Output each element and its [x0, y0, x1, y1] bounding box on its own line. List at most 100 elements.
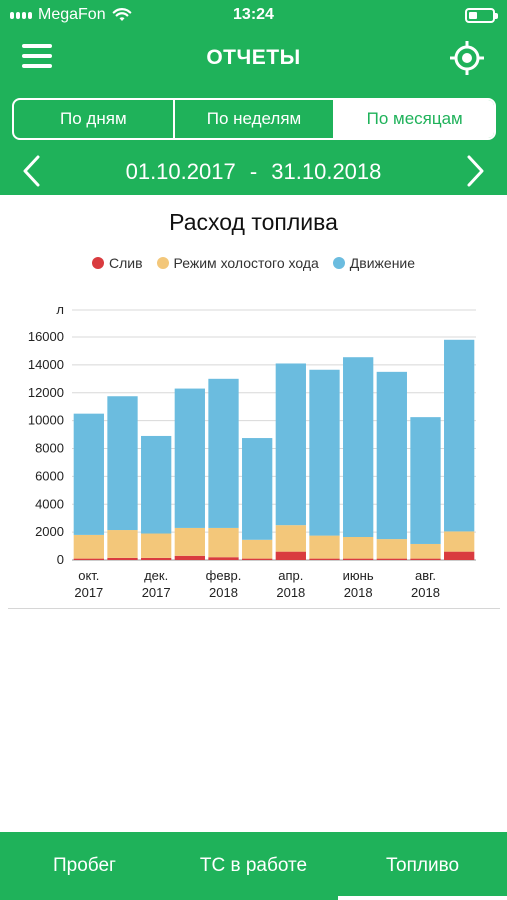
- y-tick-label: 10000: [28, 413, 64, 428]
- bar-segment-drain: [141, 557, 172, 560]
- date-navigator: 01.10.2017 - 31.10.2018: [0, 148, 507, 194]
- chevron-left-icon[interactable]: [18, 154, 46, 188]
- divider: [8, 608, 500, 609]
- bar-segment-drain: [242, 558, 273, 560]
- tab-days[interactable]: По дням: [14, 100, 175, 138]
- bar-segment-drain: [309, 558, 340, 560]
- legend-label-motion: Движение: [349, 255, 416, 271]
- bar-segment-drain: [275, 551, 306, 560]
- y-tick-label: 14000: [28, 357, 64, 372]
- header-panel: MegaFon 13:24 ОТЧЕТЫ По дням По неделя: [0, 0, 507, 195]
- status-bar: MegaFon 13:24: [0, 0, 507, 32]
- bar-segment-idle: [444, 531, 475, 552]
- bar-segment-motion: [376, 371, 407, 540]
- chart-legend: Слив Режим холостого хода Движение: [0, 255, 507, 271]
- y-axis-unit-label: л: [56, 302, 64, 317]
- locate-icon[interactable]: [449, 40, 485, 76]
- bar-segment-idle: [343, 537, 374, 559]
- chevron-right-icon[interactable]: [461, 154, 489, 188]
- status-left: MegaFon: [10, 6, 132, 24]
- x-tick-label-year: 2018: [411, 585, 440, 600]
- x-tick-label-year: 2018: [344, 585, 373, 600]
- date-range[interactable]: 01.10.2017 - 31.10.2018: [0, 159, 507, 185]
- bar-segment-drain: [376, 558, 407, 560]
- bar-segment-motion: [208, 378, 239, 528]
- bottom-tab-bar: Пробег ТС в работе Топливо: [0, 832, 507, 900]
- bar-segment-motion: [309, 369, 340, 536]
- bar-segment-drain: [343, 558, 374, 560]
- tab-weeks[interactable]: По неделям: [175, 100, 336, 138]
- bar-segment-motion: [444, 339, 475, 532]
- date-end: 31.10.2018: [271, 159, 382, 184]
- menu-icon[interactable]: [22, 44, 52, 70]
- chart-plot: л 0 2000 4000 6000 8000 10000 12000 14000 16000 ок…: [28, 302, 476, 600]
- bar-segment-motion: [343, 357, 374, 538]
- bar-segment-idle: [141, 533, 172, 558]
- x-tick-label: февр.: [206, 568, 242, 583]
- x-tick-label: июнь: [343, 568, 374, 583]
- signal-icon: [10, 11, 32, 19]
- x-tick-label: авг.: [415, 568, 436, 583]
- y-tick-label: 12000: [28, 385, 64, 400]
- legend-dot-motion: [332, 257, 345, 269]
- y-tick-label: 6000: [35, 468, 64, 483]
- legend-item-drain: Слив: [91, 255, 143, 271]
- y-tick-label: 2000: [35, 524, 64, 539]
- bar-segment-drain: [444, 551, 475, 560]
- bar-segment-motion: [174, 388, 205, 528]
- y-tick-label: 4000: [35, 496, 64, 511]
- tab-mileage[interactable]: Пробег: [53, 855, 116, 876]
- bar-segment-idle: [275, 525, 306, 552]
- x-tick-label: апр.: [278, 568, 303, 583]
- bar-segment-drain: [208, 557, 239, 560]
- bar-segment-motion: [275, 363, 306, 526]
- x-tick-label-year: 2017: [74, 585, 103, 600]
- bar-segment-idle: [107, 530, 138, 558]
- bar-segment-drain: [107, 557, 138, 560]
- wifi-icon: [112, 8, 131, 21]
- x-tick-label-year: 2018: [209, 585, 238, 600]
- bar-segment-idle: [410, 543, 441, 559]
- carrier-name: MegaFon: [38, 6, 106, 23]
- bar-segment-motion: [73, 413, 104, 535]
- tab-vehicles-working[interactable]: ТС в работе: [199, 855, 308, 876]
- y-tick-label: 8000: [35, 441, 64, 456]
- bar-segment-drain: [410, 558, 441, 560]
- bar-segment-idle: [309, 535, 340, 559]
- bar-segment-idle: [242, 539, 273, 559]
- status-time: 13:24: [233, 6, 274, 23]
- legend-label-drain: Слив: [108, 255, 143, 271]
- date-start: 01.10.2017: [125, 159, 236, 184]
- x-tick-label: окт.: [78, 568, 99, 583]
- bar-segment-idle: [174, 527, 205, 556]
- bar-segment-motion: [410, 417, 441, 544]
- y-tick-label: 0: [57, 552, 64, 567]
- fuel-chart: Расход топлива Слив Режим холостого хода…: [0, 195, 507, 615]
- legend-item-motion: Движение: [332, 255, 416, 271]
- chart-title: Расход топлива: [169, 209, 338, 235]
- battery-icon: [465, 8, 498, 23]
- legend-dot-idle: [156, 257, 169, 269]
- date-separator: -: [249, 159, 258, 184]
- battery-level: [469, 12, 477, 19]
- x-tick-label: дек.: [144, 568, 168, 583]
- period-segmented-control: По дням По неделям По месяцам: [12, 98, 496, 140]
- bar-segment-idle: [73, 534, 104, 559]
- tab-months[interactable]: По месяцам: [335, 100, 494, 138]
- x-tick-label-year: 2018: [276, 585, 305, 600]
- legend-label-idle: Режим холостого хода: [173, 255, 319, 271]
- bar-segment-motion: [141, 435, 172, 534]
- bar-segment-idle: [208, 527, 239, 558]
- bar-segment-motion: [242, 438, 273, 540]
- bar-segment-idle: [376, 539, 407, 559]
- navbar: ОТЧЕТЫ: [0, 32, 507, 84]
- page-title: ОТЧЕТЫ: [206, 46, 301, 69]
- bar-segment-drain: [73, 558, 104, 560]
- y-tick-label: 16000: [28, 329, 64, 344]
- x-tick-label-year: 2017: [142, 585, 171, 600]
- legend-item-idle: Режим холостого хода: [156, 255, 319, 271]
- tab-fuel[interactable]: Топливо: [338, 832, 507, 900]
- bar-segment-motion: [107, 396, 138, 531]
- legend-dot-drain: [91, 257, 104, 269]
- bar-segment-drain: [174, 555, 205, 560]
